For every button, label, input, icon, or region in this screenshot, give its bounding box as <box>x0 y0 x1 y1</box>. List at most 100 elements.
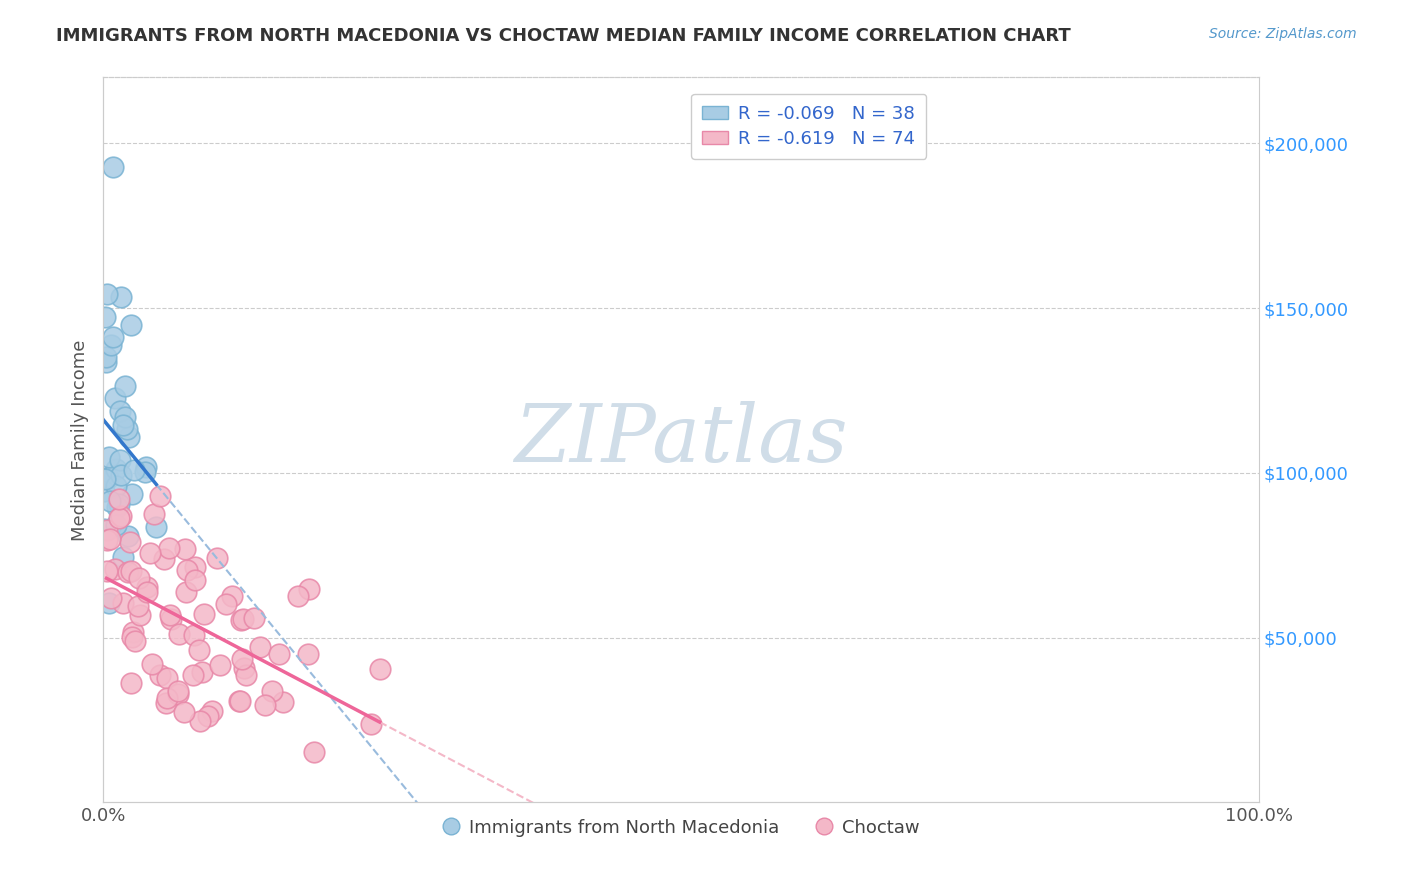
Point <box>121 487 143 501</box>
Point <box>167 687 190 701</box>
Point <box>176 563 198 577</box>
Point <box>184 573 207 587</box>
Point <box>115 422 138 436</box>
Y-axis label: Median Family Income: Median Family Income <box>72 339 89 541</box>
Point <box>136 584 159 599</box>
Point <box>243 611 266 625</box>
Point <box>118 430 141 444</box>
Point <box>228 694 250 708</box>
Point <box>287 589 309 603</box>
Point <box>98 597 121 611</box>
Point <box>184 559 207 574</box>
Point <box>156 671 179 685</box>
Point <box>174 542 197 557</box>
Point <box>94 350 117 364</box>
Point <box>253 698 276 713</box>
Point <box>228 693 250 707</box>
Point <box>112 596 135 610</box>
Point <box>93 471 115 485</box>
Point <box>127 599 149 614</box>
Point <box>136 580 159 594</box>
Point <box>114 410 136 425</box>
Point <box>98 450 121 464</box>
Point <box>96 471 118 485</box>
Point <box>114 378 136 392</box>
Point <box>221 589 243 603</box>
Point <box>143 507 166 521</box>
Point <box>152 551 174 566</box>
Point <box>96 523 118 537</box>
Point <box>149 668 172 682</box>
Point <box>101 330 124 344</box>
Point <box>108 404 131 418</box>
Point <box>129 607 152 622</box>
Point <box>124 633 146 648</box>
Point <box>141 657 163 672</box>
Point <box>104 462 127 476</box>
Point <box>117 529 139 543</box>
Point <box>120 564 142 578</box>
Point <box>197 709 219 723</box>
Point <box>183 627 205 641</box>
Point <box>205 551 228 566</box>
Point <box>112 550 135 565</box>
Point <box>94 472 117 486</box>
Point <box>368 661 391 675</box>
Point <box>262 683 284 698</box>
Point <box>156 690 179 705</box>
Point <box>93 522 115 536</box>
Point <box>231 613 253 627</box>
Point <box>235 668 257 682</box>
Point <box>100 591 122 605</box>
Point <box>167 683 190 698</box>
Point <box>159 607 181 622</box>
Point <box>120 676 142 690</box>
Point <box>233 661 256 675</box>
Point <box>104 517 127 532</box>
Point <box>121 630 143 644</box>
Point <box>134 465 156 479</box>
Point <box>100 337 122 351</box>
Point <box>104 479 127 493</box>
Point <box>155 696 177 710</box>
Legend: Immigrants from North Macedonia, Choctaw: Immigrants from North Macedonia, Choctaw <box>434 812 928 844</box>
Point <box>138 546 160 560</box>
Point <box>149 490 172 504</box>
Point <box>98 532 121 546</box>
Point <box>111 418 134 433</box>
Point <box>96 565 118 579</box>
Point <box>96 355 118 369</box>
Point <box>108 497 131 511</box>
Point <box>105 500 128 515</box>
Point <box>108 491 131 506</box>
Point <box>232 612 254 626</box>
Point <box>169 627 191 641</box>
Point <box>273 695 295 709</box>
Point <box>191 665 214 680</box>
Point <box>104 391 127 405</box>
Point <box>174 584 197 599</box>
Point <box>302 745 325 759</box>
Text: ZIPatlas: ZIPatlas <box>515 401 848 479</box>
Point <box>188 643 211 657</box>
Point <box>121 625 143 640</box>
Point <box>135 460 157 475</box>
Point <box>128 571 150 585</box>
Point <box>267 647 290 661</box>
Point <box>103 161 125 175</box>
Point <box>122 463 145 477</box>
Point <box>108 453 131 467</box>
Point <box>108 510 131 524</box>
Point <box>110 508 132 523</box>
Point <box>121 318 143 332</box>
Point <box>173 705 195 719</box>
Point <box>181 668 204 682</box>
Point <box>297 647 319 661</box>
Point <box>297 582 319 596</box>
Point <box>104 562 127 576</box>
Text: IMMIGRANTS FROM NORTH MACEDONIA VS CHOCTAW MEDIAN FAMILY INCOME CORRELATION CHAR: IMMIGRANTS FROM NORTH MACEDONIA VS CHOCT… <box>56 27 1071 45</box>
Point <box>117 566 139 580</box>
Point <box>209 657 232 672</box>
Point <box>231 652 253 666</box>
Point <box>215 597 238 611</box>
